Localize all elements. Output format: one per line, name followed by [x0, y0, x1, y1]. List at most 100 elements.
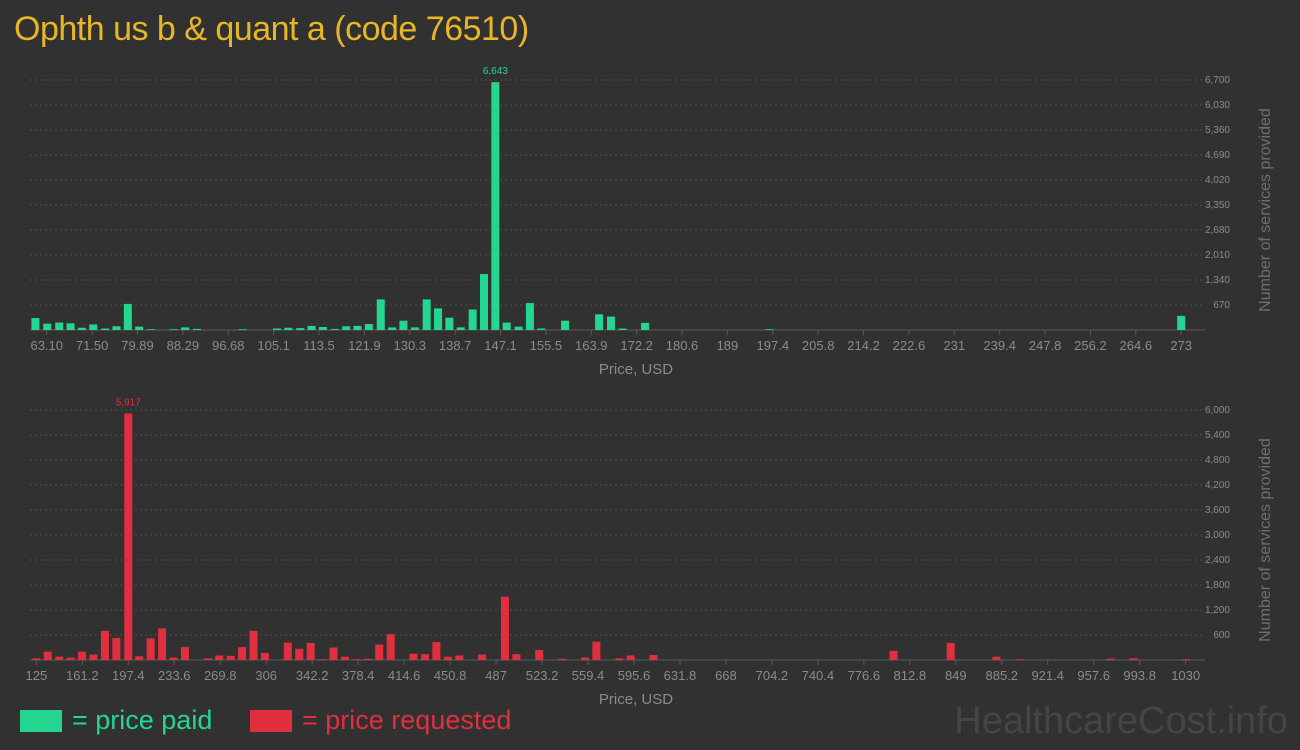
y-axis-label: Number of services provided: [1257, 108, 1274, 312]
x-tick-label: 812.8: [894, 668, 927, 683]
x-tick-label: 161.2: [66, 668, 99, 683]
bar: [193, 328, 202, 330]
x-tick-label: 414.6: [388, 668, 421, 683]
legend-label-paid: = price paid: [72, 705, 213, 735]
bar: [180, 647, 189, 660]
bar: [89, 324, 98, 330]
bar: [169, 329, 178, 330]
bar: [478, 654, 487, 660]
y-tick-label: 1,800: [1205, 580, 1230, 591]
x-tick-label: 105.1: [257, 338, 290, 353]
x-tick-label: 155.5: [530, 338, 563, 353]
bar: [158, 628, 167, 660]
x-tick-label: 342.2: [296, 668, 329, 683]
x-axis-label: Price, USD: [599, 691, 673, 708]
bar: [558, 658, 567, 660]
bar: [31, 318, 40, 330]
bar: [537, 328, 546, 330]
x-tick-label: 96.68: [212, 338, 245, 353]
bar: [43, 651, 52, 660]
x-tick-label: 993.8: [1123, 668, 1156, 683]
bar: [135, 326, 144, 330]
bar: [55, 656, 64, 660]
bar: [386, 634, 395, 660]
x-tick-label: 885.2: [985, 668, 1018, 683]
chart-price-requested: 600 1,200 1,800 2,400 3,000 3,600 4,200 4,800 5,…: [25, 397, 1274, 708]
bar: [432, 642, 441, 660]
bar: [595, 314, 604, 330]
chart-price-paid: 670 1,340 2,010 2,680 3,350 4,020 4,690 5,360 6,…: [30, 66, 1274, 378]
x-tick-label: 595.6: [618, 668, 651, 683]
bar: [592, 641, 601, 660]
bar: [272, 328, 281, 330]
x-tick-label: 88.29: [167, 338, 200, 353]
x-tick-label: 180.6: [666, 338, 699, 353]
bar: [32, 658, 41, 660]
y-tick-label: 1,200: [1205, 605, 1230, 616]
x-tick-label: 668: [715, 668, 737, 683]
y-tick-label: 4,800: [1205, 455, 1230, 466]
x-tick-label: 239.4: [983, 338, 1016, 353]
x-tick-label: 704.2: [756, 668, 789, 683]
x-tick-label: 214.2: [847, 338, 880, 353]
bar: [124, 413, 133, 660]
bar: [181, 327, 190, 330]
x-tick-label: 523.2: [526, 668, 559, 683]
x-tick-label: 921.4: [1031, 668, 1064, 683]
bar: [363, 658, 372, 660]
x-tick-label: 256.2: [1074, 338, 1107, 353]
x-tick-label: 273: [1170, 338, 1192, 353]
bar: [618, 328, 627, 330]
bar: [364, 324, 373, 330]
bar: [1177, 315, 1186, 330]
x-tick-label: 189: [717, 338, 739, 353]
bar: [238, 329, 247, 330]
x-tick-label: 740.4: [802, 668, 835, 683]
bar: [388, 327, 397, 330]
bar: [889, 650, 898, 660]
y-tick-label: 3,350: [1205, 200, 1230, 211]
bar: [295, 648, 304, 660]
bar: [226, 655, 235, 660]
y-tick-label: 3,600: [1205, 505, 1230, 516]
bar: [318, 327, 327, 330]
bar: [66, 657, 75, 660]
bar: [330, 328, 339, 330]
x-tick-label: 121.9: [348, 338, 381, 353]
bar: [443, 656, 452, 660]
bar: [445, 317, 454, 330]
y-tick-label: 4,690: [1205, 150, 1230, 161]
bar: [55, 322, 64, 330]
bar: [296, 328, 305, 330]
x-tick-label: 125: [25, 668, 47, 683]
x-tick-label: 172.2: [620, 338, 653, 353]
y-tick-label: 5,400: [1205, 430, 1230, 441]
x-axis-label: Price, USD: [599, 361, 673, 378]
bar: [422, 299, 431, 330]
bar: [468, 309, 477, 330]
bar: [580, 657, 589, 660]
x-tick-label: 79.89: [121, 338, 154, 353]
bar: [89, 654, 98, 660]
bar: [260, 652, 269, 660]
bar: [525, 303, 534, 330]
x-tick-label: 559.4: [572, 668, 605, 683]
x-tick-label: 71.50: [76, 338, 109, 353]
bar: [626, 655, 635, 660]
bar: [491, 82, 500, 331]
y-tick-label: 1,340: [1205, 275, 1230, 286]
bar: [147, 329, 156, 330]
bar: [100, 630, 109, 660]
page-title: Ophth us b & quant a (code 76510): [14, 10, 529, 48]
bar: [203, 658, 212, 660]
y-tick-label: 5,360: [1205, 125, 1230, 136]
bar: [112, 326, 121, 330]
bar: [1106, 658, 1115, 660]
x-tick-label: 450.8: [434, 668, 467, 683]
bar: [992, 656, 1001, 660]
bar: [249, 630, 258, 660]
bar: [500, 596, 509, 660]
legend-label-requested: = price requested: [302, 705, 512, 735]
bar: [535, 650, 544, 660]
x-tick-label: 957.6: [1077, 668, 1110, 683]
